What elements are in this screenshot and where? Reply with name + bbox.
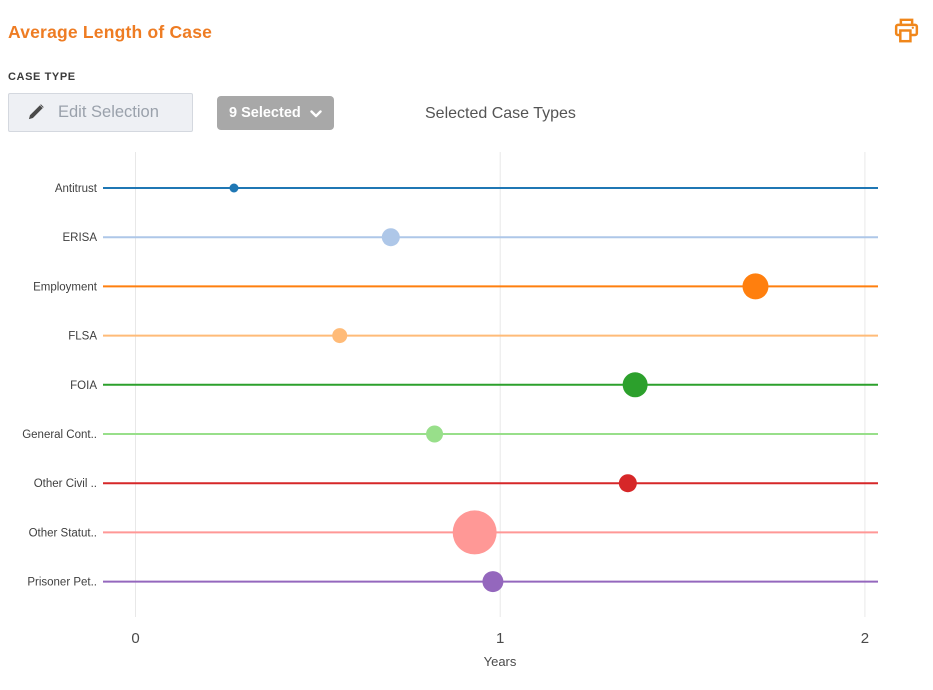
case-dot[interactable] [482,571,504,593]
x-tick-label: 1 [496,630,504,647]
category-label: FOIA [70,380,97,392]
category-label: FLSA [68,331,97,343]
category-label: ERISA [62,232,97,244]
x-tick-label: 0 [131,630,139,647]
print-button[interactable] [891,17,921,47]
category-label: General Cont.. [22,429,97,441]
printer-icon [893,17,920,47]
case-dot[interactable] [381,228,400,247]
edit-selection-button[interactable]: Edit Selection [8,93,193,132]
page-title: Average Length of Case [8,22,213,42]
case-dot[interactable] [332,328,348,344]
selected-count-dropdown[interactable]: 9 Selected [217,96,334,130]
case-dot[interactable] [229,183,239,193]
x-tick-label: 2 [861,630,869,647]
selected-case-types-caption: Selected Case Types [425,105,576,122]
selected-count-label: 9 Selected [229,105,301,121]
case-dot[interactable] [622,372,648,398]
category-label: Prisoner Pet.. [27,577,97,589]
x-axis-label: Years [484,654,517,669]
category-label: Employment [33,281,98,293]
case-dot[interactable] [742,273,769,300]
edit-selection-label: Edit Selection [58,103,159,121]
pencil-icon [27,102,46,124]
chevron-down-icon [310,106,322,121]
case-dot[interactable] [426,425,444,443]
case-dot[interactable] [452,510,497,555]
case-type-section-label: CASE TYPE [8,71,76,83]
category-label: Antitrust [55,183,98,195]
case-dot[interactable] [618,474,637,493]
category-label: Other Civil .. [34,478,97,490]
category-label: Other Statut.. [29,527,97,539]
